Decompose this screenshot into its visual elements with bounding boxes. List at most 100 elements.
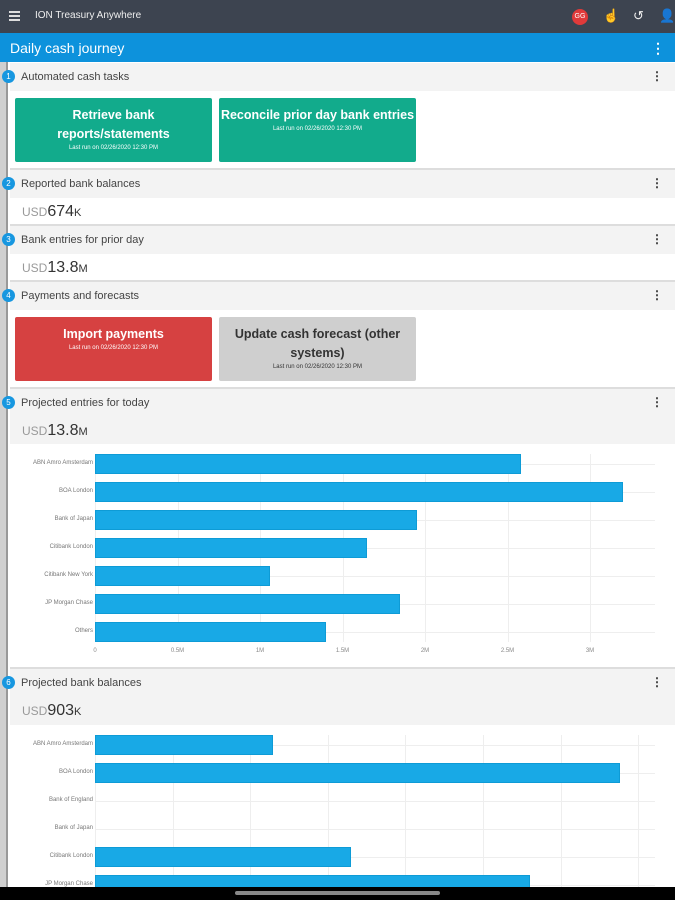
gridline	[250, 735, 252, 887]
row-gridline	[95, 548, 655, 549]
unit: K	[74, 207, 82, 219]
top-app-bar: ION Treasury Anywhere GG ☝ ↺ 👤	[0, 0, 675, 33]
category-label: ABN Amro Amsterdam	[32, 460, 93, 466]
bar	[95, 482, 623, 502]
section-menu-icon[interactable]: ⋮	[651, 395, 663, 409]
amount: 13.8	[47, 422, 79, 439]
unit: M	[78, 263, 88, 275]
gridline	[560, 735, 562, 887]
card-title: Import payments	[63, 327, 164, 341]
gridline	[172, 735, 174, 887]
category-label: Citibank New York	[44, 572, 93, 578]
step-number: 4	[2, 289, 15, 302]
card-title: Retrieve bank reports/statements	[57, 108, 170, 141]
amount: 903	[47, 702, 75, 719]
user-icon[interactable]: 👤	[659, 8, 675, 23]
row-gridline	[95, 745, 655, 746]
section-title: Projected bank balances	[21, 677, 142, 689]
projected-entries-chart: 0 0.5M 1M 1.5M 2M 2.5M 3M ABN Amro Amsterdam BOA…	[10, 444, 675, 667]
bar	[95, 594, 401, 614]
category-label: ABN Amro Amsterdam	[32, 741, 93, 747]
amount: 674	[47, 203, 75, 220]
bar	[95, 510, 417, 530]
gridline	[327, 735, 329, 887]
category-label: JP Morgan Chase	[45, 600, 93, 606]
currency: USD	[22, 704, 48, 718]
journey-timeline	[0, 62, 8, 887]
amount-value: USD903K	[22, 702, 81, 720]
x-tick-label: 0	[93, 648, 97, 654]
more-options-icon[interactable]: ⋮	[651, 40, 665, 56]
category-label: JP Morgan Chase	[45, 881, 93, 887]
retrieve-bank-reports-button[interactable]: Retrieve bank reports/statements Last run…	[15, 98, 212, 162]
category-label: BOA London	[58, 769, 93, 775]
section-title: Bank entries for prior day	[21, 234, 144, 246]
row-gridline	[95, 632, 655, 633]
category-label: Bank of Japan	[54, 516, 93, 522]
row-gridline	[95, 829, 655, 830]
category-label: Others	[74, 628, 93, 634]
bar	[95, 538, 368, 558]
row-gridline	[95, 801, 655, 802]
bar	[95, 847, 352, 867]
section-reported-bank-balances[interactable]: 2 Reported bank balances ⋮ USD674K	[2, 170, 675, 226]
card-title: Reconcile prior day bank entries	[220, 108, 415, 122]
gridline	[405, 735, 407, 887]
page-header: Daily cash journey ⋮	[0, 33, 675, 62]
projected-balances-chart: ABN Amro Amsterdam BOA London Bank of Engl…	[10, 725, 675, 887]
step-number: 6	[2, 676, 15, 689]
section-menu-icon[interactable]: ⋮	[651, 675, 663, 689]
step-number: 2	[2, 177, 15, 190]
category-label: Citibank London	[49, 853, 93, 859]
bar	[95, 763, 620, 783]
card-last-run: Last run on 02/26/2020 12:30 PM	[68, 345, 159, 351]
section-title: Projected entries for today	[21, 397, 150, 409]
section-automated-cash-tasks: 1 Automated cash tasks ⋮ Retrieve bank rep…	[2, 63, 675, 170]
bar	[95, 566, 270, 586]
x-tick-label: 3M	[585, 648, 595, 654]
gridline	[638, 735, 640, 887]
step-number: 3	[2, 233, 15, 246]
import-payments-button[interactable]: Import payments Last run on 02/26/2020 12…	[15, 317, 212, 381]
section-title: Payments and forecasts	[21, 290, 140, 302]
section-menu-icon[interactable]: ⋮	[651, 288, 663, 302]
card-last-run: Last run on 02/26/2020 12:30 PM	[272, 364, 363, 370]
row-gridline	[95, 576, 655, 577]
touch-icon[interactable]: ☝	[603, 8, 620, 23]
update-cash-forecast-button[interactable]: Update cash forecast (other systems) Last…	[219, 317, 416, 381]
reconcile-entries-button[interactable]: Reconcile prior day bank entries Last run…	[219, 98, 416, 162]
system-nav-bar	[0, 887, 675, 900]
section-title: Automated cash tasks	[21, 71, 130, 83]
step-number: 5	[2, 396, 15, 409]
amount-value: USD13.8M	[22, 422, 88, 440]
menu-icon[interactable]	[9, 11, 20, 21]
category-label: Citibank London	[49, 544, 93, 550]
gridline	[483, 735, 484, 887]
section-menu-icon[interactable]: ⋮	[651, 176, 663, 190]
amount: 13.8	[47, 259, 79, 276]
notification-badge[interactable]: GG	[572, 9, 588, 25]
section-menu-icon[interactable]: ⋮	[651, 69, 663, 83]
category-label: Bank of Japan	[54, 825, 93, 831]
section-menu-icon[interactable]: ⋮	[651, 232, 663, 246]
bar	[95, 622, 326, 642]
x-tick-label: 1M	[255, 648, 265, 654]
section-bank-entries-prior-day[interactable]: 3 Bank entries for prior day ⋮ USD13.8M	[2, 226, 675, 282]
page-title: Daily cash journey	[10, 40, 125, 56]
amount-value: USD674K	[22, 203, 81, 221]
bar	[95, 735, 274, 755]
refresh-icon[interactable]: ↺	[633, 8, 644, 23]
home-handle[interactable]	[235, 891, 440, 895]
unit: K	[74, 706, 82, 718]
app-title: ION Treasury Anywhere	[35, 10, 142, 21]
bar	[95, 875, 530, 887]
x-tick-label: 1.5M	[335, 648, 350, 654]
row-gridline	[95, 857, 655, 858]
x-tick-label: 0.5M	[170, 648, 185, 654]
currency: USD	[22, 261, 48, 275]
card-last-run: Last run on 02/26/2020 12:30 PM	[68, 145, 159, 151]
category-label: BOA London	[58, 488, 93, 494]
card-last-run: Last run on 02/26/2020 12:30 PM	[272, 126, 363, 132]
bar	[95, 454, 521, 474]
card-title: Update cash forecast (other systems)	[234, 327, 401, 360]
